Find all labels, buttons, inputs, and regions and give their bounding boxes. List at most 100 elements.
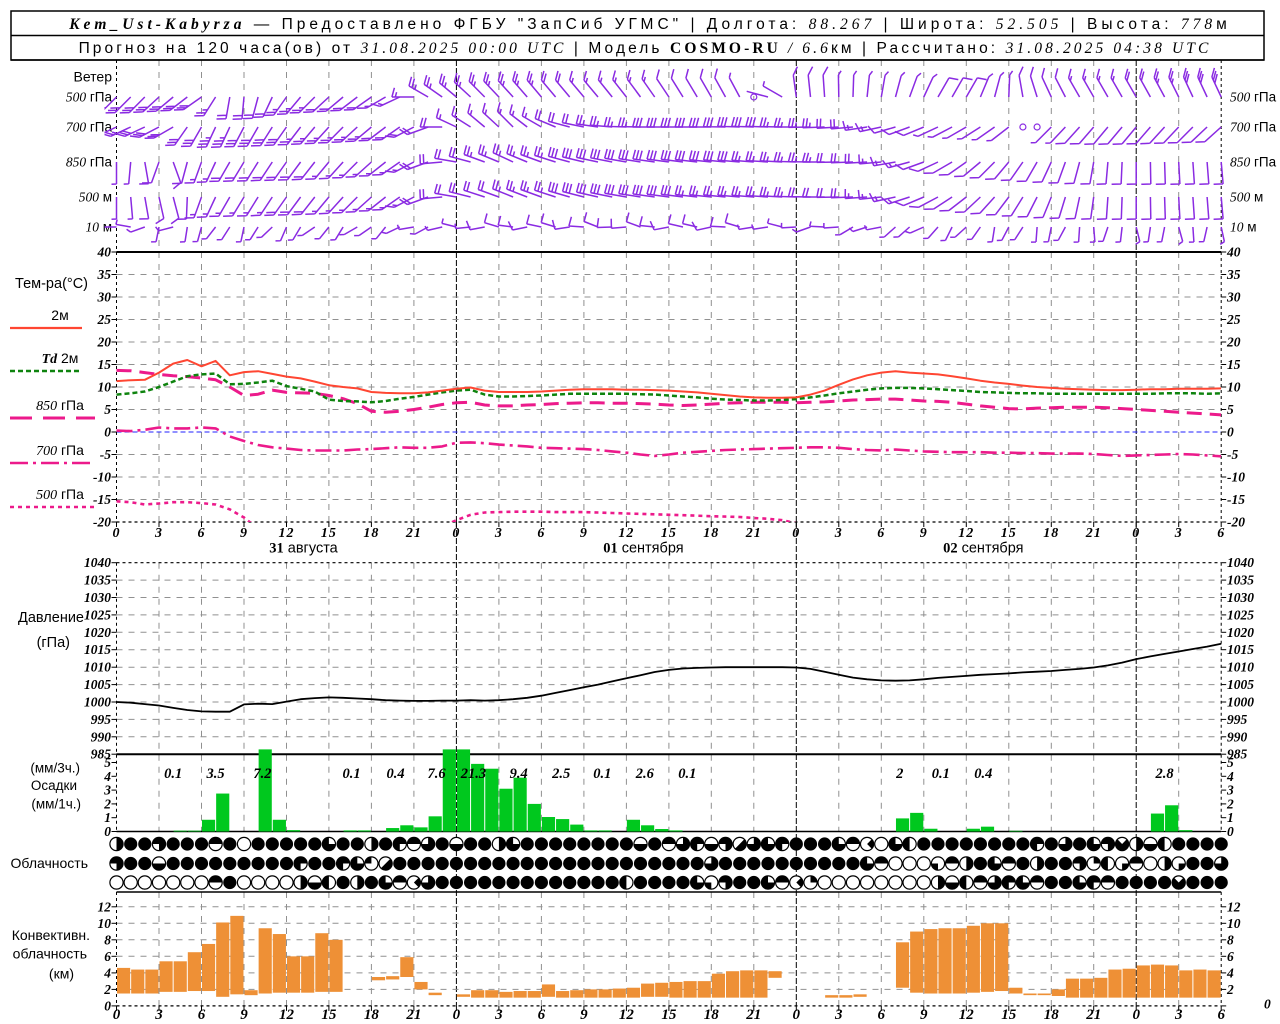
svg-text:-10: -10: [1227, 470, 1245, 485]
svg-text:01 сентября: 01 сентября: [603, 541, 683, 557]
svg-text:1000: 1000: [84, 695, 111, 710]
svg-text:0: 0: [104, 425, 111, 440]
svg-text:985: 985: [1227, 747, 1248, 762]
svg-text:1020: 1020: [84, 625, 111, 640]
svg-text:02 сентября: 02 сентября: [943, 541, 1023, 557]
svg-text:5: 5: [104, 402, 111, 417]
svg-text:21: 21: [1085, 526, 1102, 541]
svg-text:облачность: облачность: [13, 946, 87, 962]
svg-text:6: 6: [198, 526, 206, 541]
svg-text:4: 4: [103, 769, 111, 784]
svg-text:9: 9: [240, 1007, 248, 1023]
svg-text:6: 6: [537, 526, 545, 541]
svg-text:1035: 1035: [1227, 573, 1254, 588]
svg-text:21: 21: [1085, 1007, 1101, 1023]
svg-text:2: 2: [103, 982, 111, 997]
svg-text:21.3: 21.3: [460, 766, 486, 782]
svg-text:12: 12: [619, 1007, 635, 1023]
svg-text:-15: -15: [1227, 492, 1245, 507]
svg-text:15: 15: [98, 357, 112, 372]
svg-text:6: 6: [877, 526, 885, 541]
svg-text:500 м: 500 м: [79, 190, 112, 205]
svg-text:985: 985: [91, 747, 112, 762]
svg-text:1040: 1040: [84, 555, 111, 570]
svg-text:0: 0: [1132, 1007, 1140, 1023]
svg-text:6: 6: [1217, 526, 1225, 541]
svg-text:0.1: 0.1: [932, 766, 950, 782]
svg-text:Прогноз на 120 часа(ов) от 31.: Прогноз на 120 часа(ов) от 31.08.2025 00…: [79, 40, 1212, 57]
svg-text:0.1: 0.1: [343, 766, 361, 782]
svg-text:Осадки: Осадки: [31, 778, 77, 793]
svg-text:12: 12: [279, 526, 295, 541]
svg-text:3: 3: [494, 526, 503, 541]
svg-text:30: 30: [97, 290, 112, 305]
svg-text:0: 0: [792, 526, 800, 541]
svg-text:6: 6: [1217, 1007, 1225, 1023]
svg-text:Давление: Давление: [18, 610, 84, 626]
svg-text:9.4: 9.4: [510, 766, 528, 782]
svg-text:21: 21: [405, 526, 422, 541]
svg-text:990: 990: [1227, 729, 1248, 744]
svg-text:3: 3: [1174, 526, 1183, 541]
svg-text:12: 12: [1227, 899, 1241, 914]
svg-text:0.1: 0.1: [678, 766, 696, 782]
svg-text:0: 0: [1227, 425, 1234, 440]
svg-text:500 гПа: 500 гПа: [36, 486, 84, 503]
svg-text:9: 9: [240, 526, 248, 541]
svg-text:1040: 1040: [1227, 555, 1254, 570]
svg-text:0: 0: [1264, 997, 1271, 1012]
svg-text:15: 15: [661, 1007, 677, 1023]
svg-text:0: 0: [104, 824, 111, 839]
svg-text:25: 25: [1226, 312, 1241, 327]
svg-text:3: 3: [103, 783, 111, 798]
svg-text:12: 12: [958, 526, 974, 541]
svg-text:2.5: 2.5: [551, 766, 570, 782]
svg-text:3: 3: [154, 526, 163, 541]
svg-text:500 гПа: 500 гПа: [66, 90, 113, 105]
svg-text:2: 2: [1226, 796, 1234, 811]
svg-text:1025: 1025: [1227, 607, 1254, 622]
svg-text:0.4: 0.4: [386, 766, 404, 782]
svg-text:31 августа: 31 августа: [269, 541, 338, 557]
svg-text:1030: 1030: [84, 590, 111, 605]
svg-text:-20: -20: [1227, 515, 1245, 530]
svg-text:15: 15: [1001, 526, 1017, 541]
svg-text:3.5: 3.5: [206, 766, 225, 782]
svg-text:5: 5: [1227, 402, 1234, 417]
svg-text:(мм/1ч.): (мм/1ч.): [31, 797, 81, 812]
svg-text:4: 4: [1226, 965, 1234, 980]
svg-text:6: 6: [104, 949, 111, 964]
svg-text:850 гПа: 850 гПа: [66, 155, 113, 170]
svg-text:21: 21: [405, 1007, 421, 1023]
svg-text:35: 35: [1226, 267, 1241, 282]
svg-text:1015: 1015: [1227, 642, 1254, 657]
svg-text:9: 9: [920, 526, 928, 541]
svg-text:7.2: 7.2: [253, 766, 271, 782]
svg-text:18: 18: [1043, 526, 1059, 541]
svg-text:30: 30: [1226, 290, 1241, 305]
svg-text:12: 12: [618, 526, 634, 541]
svg-text:12: 12: [959, 1007, 975, 1023]
svg-text:12: 12: [279, 1007, 295, 1023]
svg-text:15: 15: [321, 1007, 337, 1023]
svg-text:15: 15: [1001, 1007, 1017, 1023]
svg-text:3: 3: [154, 1007, 163, 1023]
svg-text:0: 0: [113, 526, 121, 541]
svg-text:6: 6: [538, 1007, 546, 1023]
svg-text:995: 995: [91, 712, 112, 727]
svg-text:21: 21: [745, 526, 762, 541]
svg-text:(мм/3ч.): (мм/3ч.): [30, 761, 80, 776]
svg-text:2: 2: [895, 766, 903, 782]
svg-text:8: 8: [104, 932, 111, 947]
svg-text:40: 40: [97, 245, 112, 260]
svg-text:7.6: 7.6: [428, 766, 447, 782]
svg-text:10: 10: [1227, 380, 1241, 395]
svg-text:18: 18: [704, 1007, 720, 1023]
svg-text:9: 9: [580, 1007, 588, 1023]
svg-text:990: 990: [91, 729, 112, 744]
svg-text:1005: 1005: [84, 677, 111, 692]
svg-text:3: 3: [1174, 1007, 1183, 1023]
svg-text:1: 1: [1227, 810, 1234, 825]
svg-text:25: 25: [97, 312, 112, 327]
svg-text:2: 2: [1226, 982, 1234, 997]
